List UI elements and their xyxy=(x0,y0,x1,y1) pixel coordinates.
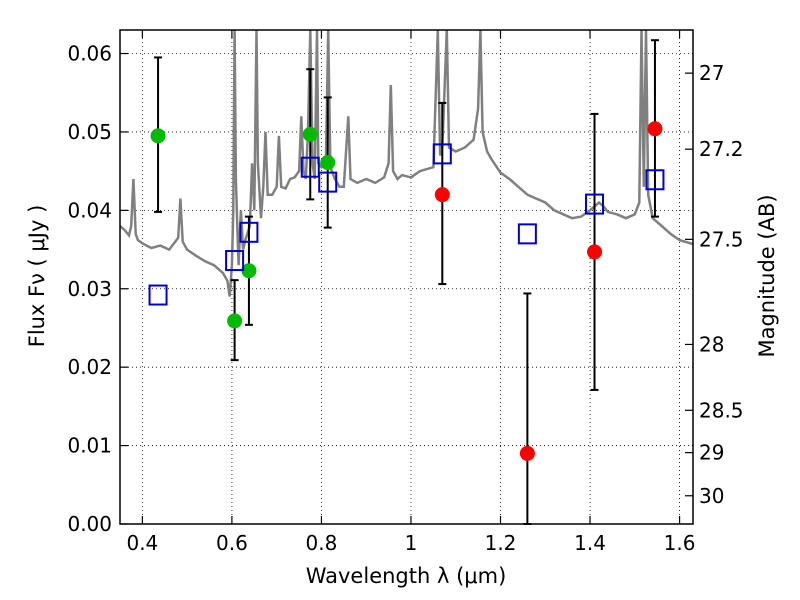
right-tick-label-4: 28.5 xyxy=(699,398,744,422)
data-point-0-4 xyxy=(320,155,336,171)
spectrum xyxy=(119,29,694,297)
right-tick-label-2: 27.5 xyxy=(699,227,744,251)
y-tick-label-1: 0.01 xyxy=(67,434,112,458)
error-bar-1-1 xyxy=(523,292,532,525)
x-tick-label-2: 0.8 xyxy=(306,531,338,555)
data-point-2-8 xyxy=(645,169,665,191)
data-point-2-3 xyxy=(300,156,320,178)
data-point-0-1 xyxy=(227,313,243,329)
plot-frame xyxy=(119,29,694,525)
data-point-0-3 xyxy=(302,126,318,142)
data-point-2-6 xyxy=(517,223,537,245)
data-point-2-5 xyxy=(432,143,452,165)
right-axis-label: Magnitude (AB) xyxy=(755,194,779,357)
data-point-2-2 xyxy=(239,221,259,243)
y-tick-label-2: 0.02 xyxy=(67,355,112,379)
data-point-2-0 xyxy=(148,284,168,306)
x-tick-label-3: 1 xyxy=(405,531,418,555)
y-tick-label-4: 0.04 xyxy=(67,198,112,222)
y-axis-ticks: 0.00 0.01 0.02 0.03 0.04 0.05 0.06 xyxy=(67,42,128,536)
right-tick-label-5: 29 xyxy=(699,441,724,465)
right-tick-label-6: 30 xyxy=(699,484,724,508)
data-point-1-0 xyxy=(434,187,450,203)
data-point-1-2 xyxy=(587,244,603,260)
y-tick-label-3: 0.03 xyxy=(67,277,112,301)
data-point-2-7 xyxy=(585,193,605,215)
data-point-1-1 xyxy=(519,445,535,461)
y-tick-label-5: 0.05 xyxy=(67,120,112,144)
x-tick-label-1: 0.6 xyxy=(216,531,248,555)
y-axis-label: Flux Fν ( μJy ) xyxy=(25,205,49,348)
right-tick-label-3: 28 xyxy=(699,332,724,356)
y-tick-label-0: 0.00 xyxy=(67,512,112,536)
y-tick-label-6: 0.06 xyxy=(67,42,112,66)
grid xyxy=(120,30,693,525)
data-point-0-0 xyxy=(150,128,166,144)
spectrum-line xyxy=(119,29,694,297)
data-point-2-4 xyxy=(318,171,338,193)
x-tick-label-4: 1.2 xyxy=(485,531,517,555)
data-point-0-2 xyxy=(241,263,257,279)
right-tick-label-1: 27.2 xyxy=(699,137,744,161)
x-axis-label: Wavelength λ (μm) xyxy=(306,564,507,588)
x-tick-label-0: 0.4 xyxy=(126,531,158,555)
data-point-1-3 xyxy=(647,121,663,137)
x-tick-label-5: 1.4 xyxy=(574,531,606,555)
x-axis-ticks: 0.4 0.6 0.8 1 1.2 1.4 1.6 xyxy=(126,30,695,555)
right-axis-ticks: 27 27.2 27.5 28 28.5 29 30 xyxy=(685,61,744,508)
x-tick-label-6: 1.6 xyxy=(664,531,696,555)
markers xyxy=(148,121,665,461)
right-tick-label-0: 27 xyxy=(699,61,724,85)
data-point-2-1 xyxy=(225,250,245,272)
